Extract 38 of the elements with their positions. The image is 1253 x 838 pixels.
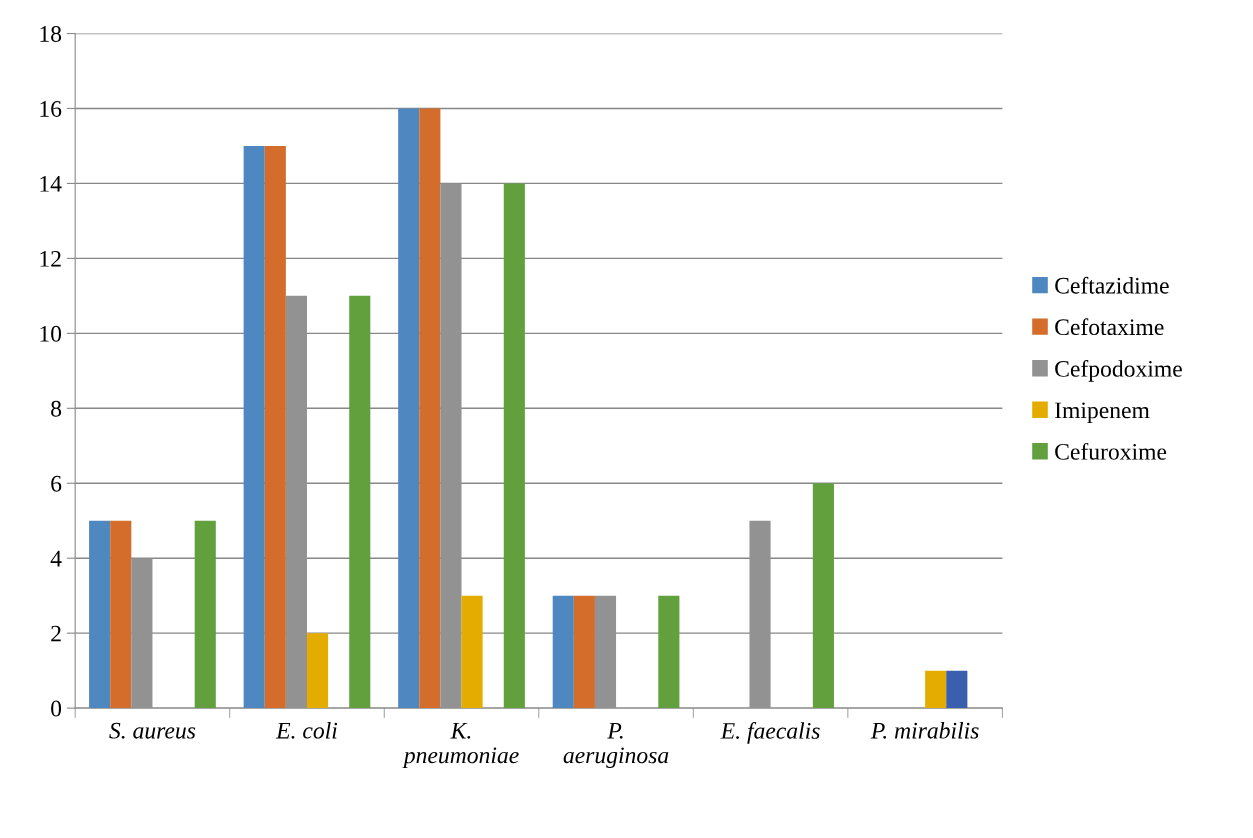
bar (89, 520, 111, 709)
y-tick-label: 10 (40, 325, 62, 342)
x-tick-label: S. aureus (109, 722, 196, 739)
x-tick-label: P. mirabilis (870, 722, 979, 739)
x-tick-label: E. faecalis (720, 722, 820, 744)
bar (306, 633, 329, 709)
bar (552, 595, 574, 709)
legend-label: Cefpodoxime (1055, 359, 1182, 382)
bar (264, 145, 286, 709)
legend-label: Cefuroxime (1055, 442, 1167, 460)
x-tick-label: P. aeruginosa (563, 722, 669, 769)
bar (243, 145, 265, 709)
bar (503, 183, 525, 709)
y-tick-label: 2 (51, 625, 61, 642)
y-tick-label: 18 (40, 26, 62, 42)
bar (812, 483, 834, 709)
y-tick-label: 14 (40, 176, 62, 192)
y-tick-label: 4 (50, 550, 62, 567)
bar (461, 595, 483, 709)
y-tick-label: 16 (40, 101, 62, 117)
legend-label: Imipenem (1055, 402, 1150, 424)
bar (946, 670, 968, 709)
bar (349, 295, 371, 709)
x-tick-label: E. coli (275, 722, 338, 739)
x-tick-label: K. pneumoniae (402, 722, 519, 769)
bar (925, 670, 947, 709)
legend-label: Cefotaxime (1055, 318, 1164, 336)
y-tick-label: 6 (51, 475, 62, 492)
y-tick-label: 0 (51, 700, 62, 717)
bar (658, 595, 680, 709)
y-tick-label: 12 (40, 250, 61, 267)
bar (398, 108, 420, 709)
bar (419, 108, 441, 709)
legend-label: Ceftazidime (1055, 276, 1169, 294)
bar (194, 520, 216, 709)
bar (573, 595, 595, 709)
y-tick-label: 8 (51, 400, 62, 417)
bar (110, 520, 132, 709)
